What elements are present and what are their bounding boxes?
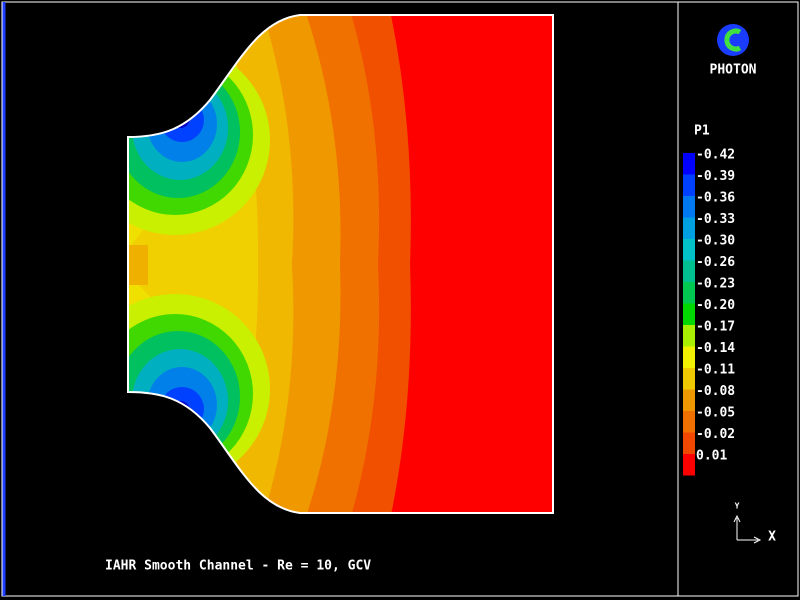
legend-label: -0.08 (696, 384, 735, 399)
logo-mark (724, 28, 742, 52)
legend-swatch (683, 260, 695, 282)
legend-label: -0.14 (696, 341, 735, 356)
logo-circle (717, 24, 749, 56)
legend-label: 0.01 (696, 449, 727, 464)
logo: PHOTON (710, 24, 757, 78)
legend-label: -0.39 (696, 169, 735, 184)
axis-label: Y (735, 502, 740, 511)
legend-swatch (683, 282, 695, 304)
legend-swatch (683, 239, 695, 261)
axis-label: X (768, 530, 776, 545)
legend-swatch (683, 217, 695, 239)
band (128, 245, 148, 285)
legend-label: -0.11 (696, 363, 735, 378)
legend-label: -0.42 (696, 148, 735, 163)
axis-indicator: Y X (733, 502, 776, 545)
legend-swatch (683, 432, 695, 454)
legend-label: -0.26 (696, 255, 735, 270)
axis-arrows (733, 514, 762, 544)
domain-outline (127, 14, 554, 514)
logo-text: PHOTON (710, 63, 757, 78)
legend-label: -0.33 (696, 212, 735, 227)
legend-label: -0.23 (696, 277, 735, 292)
band (390, 15, 553, 513)
contour-field (128, 15, 553, 513)
legend-swatch (683, 196, 695, 218)
legend-title: P1 (694, 124, 710, 139)
legend-label: -0.20 (696, 298, 735, 313)
legend-label: -0.30 (696, 234, 735, 249)
legend-swatch (683, 368, 695, 390)
legend: -0.42 -0.39 -0.36 -0.33 -0.30 -0.26 -0.23 -0.20… (683, 148, 735, 476)
legend-swatch (683, 389, 695, 411)
legend-swatch (683, 174, 695, 196)
legend-swatch (683, 346, 695, 368)
legend-label: -0.36 (696, 191, 735, 206)
legend-swatch (683, 411, 695, 433)
legend-swatch (683, 454, 695, 476)
legend-swatch (683, 153, 695, 175)
legend-label: -0.17 (696, 320, 735, 335)
legend-swatch (683, 303, 695, 325)
legend-label: -0.05 (696, 406, 735, 421)
legend-label: -0.02 (696, 427, 735, 442)
legend-swatch (683, 325, 695, 347)
caption: IAHR Smooth Channel - Re = 10, GCV (105, 559, 371, 574)
